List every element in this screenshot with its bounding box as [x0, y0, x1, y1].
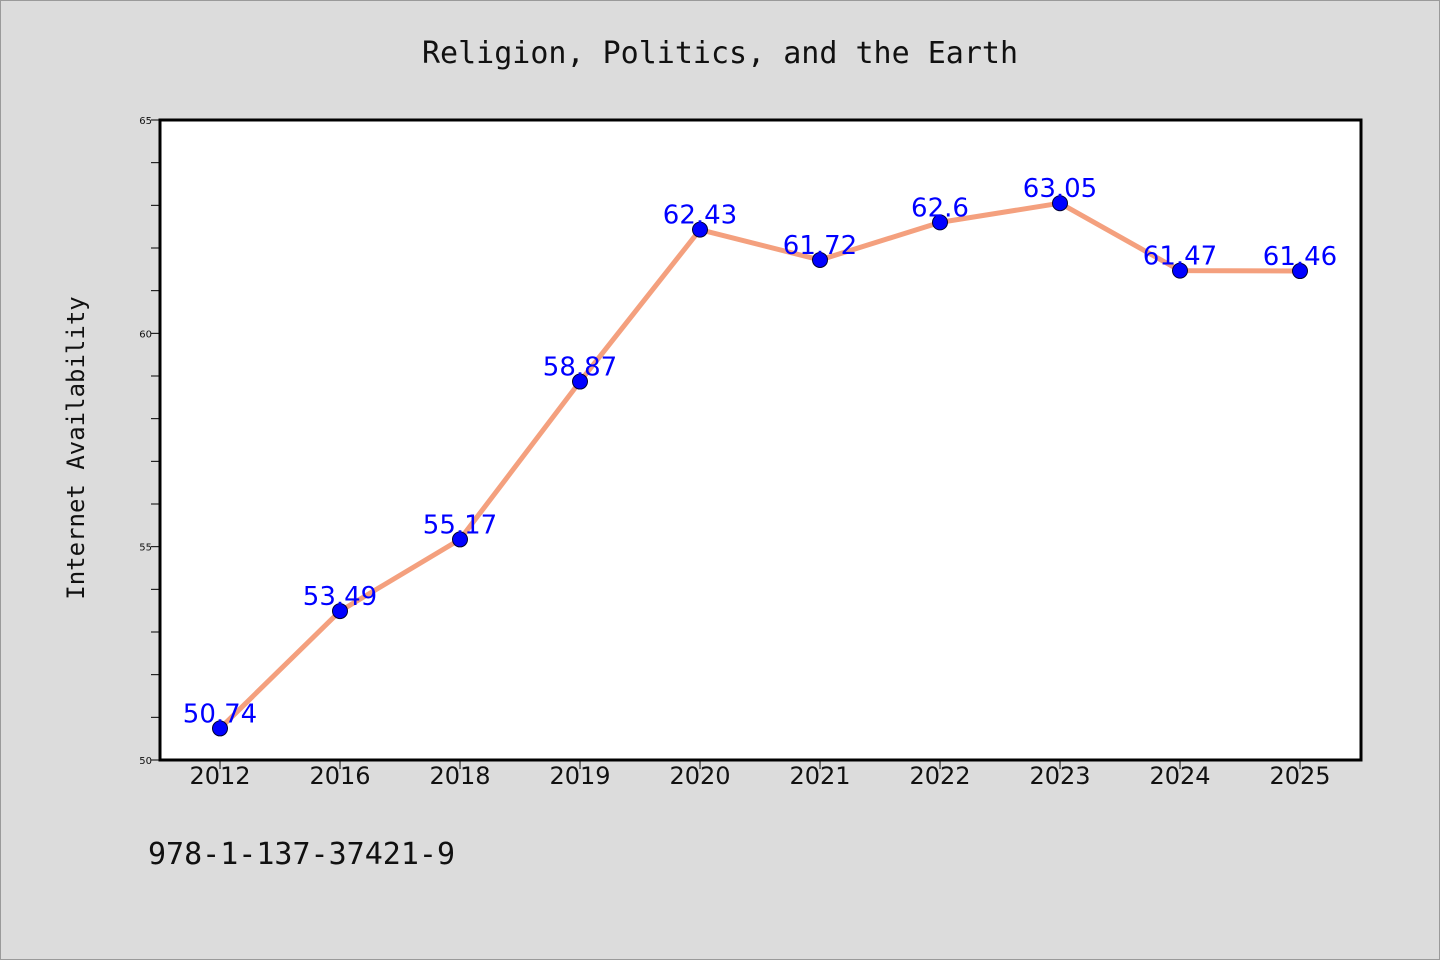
data-label: 61.46 [1263, 242, 1337, 272]
data-point [332, 603, 348, 620]
series-markers [212, 195, 1308, 737]
x-tick-label: 2019 [549, 762, 610, 790]
data-label: 61.72 [783, 231, 857, 261]
data-point [1172, 262, 1188, 279]
y-axis: 50 55 60 65 [139, 116, 159, 767]
chart-title: Religion, Politics, and the Earth [422, 36, 1018, 71]
x-tick-label: 2022 [909, 762, 970, 790]
data-point [932, 214, 948, 231]
isbn-text: 978-1-137-37421-9 [148, 837, 455, 872]
data-labels: 50.74 53.49 55.17 58.87 62.43 61.72 62.6 63.05 6… [183, 174, 1337, 729]
data-label: 61.47 [1143, 242, 1217, 272]
y-tick-label: 50 [139, 756, 152, 767]
data-label: 50.74 [183, 699, 257, 729]
x-tick-label: 2012 [189, 762, 250, 790]
data-point [1052, 195, 1068, 212]
data-label: 63.05 [1023, 174, 1097, 204]
x-tick-label: 2016 [309, 762, 370, 790]
series-line [217, 200, 1303, 731]
data-point [1292, 263, 1308, 280]
y-tick-label: 60 [139, 329, 152, 340]
x-tick-label: 2021 [789, 762, 850, 790]
x-tick-label: 2025 [1269, 762, 1330, 790]
data-label: 58.87 [543, 353, 617, 383]
plot-area [158, 118, 1363, 762]
data-label: 62.43 [663, 201, 737, 231]
x-axis: 2012 2016 2018 2019 2020 2021 2022 2023 2024 2025 [189, 761, 1331, 790]
data-point [692, 221, 708, 238]
data-label: 53.49 [303, 582, 377, 612]
data-label: 62.6 [911, 193, 969, 223]
data-point [812, 251, 828, 268]
y-tick-label: 55 [139, 543, 152, 554]
y-axis-label: Internet Availability [62, 296, 90, 599]
x-tick-label: 2020 [669, 762, 730, 790]
series-lines [217, 200, 1303, 731]
x-tick-label: 2023 [1029, 762, 1090, 790]
y-tick-label: 65 [139, 116, 152, 127]
data-label: 55.17 [423, 510, 497, 540]
data-point [452, 531, 468, 548]
x-tick-label: 2018 [429, 762, 490, 790]
data-point [212, 720, 228, 737]
x-tick-label: 2024 [1149, 762, 1210, 790]
data-point [572, 373, 588, 390]
